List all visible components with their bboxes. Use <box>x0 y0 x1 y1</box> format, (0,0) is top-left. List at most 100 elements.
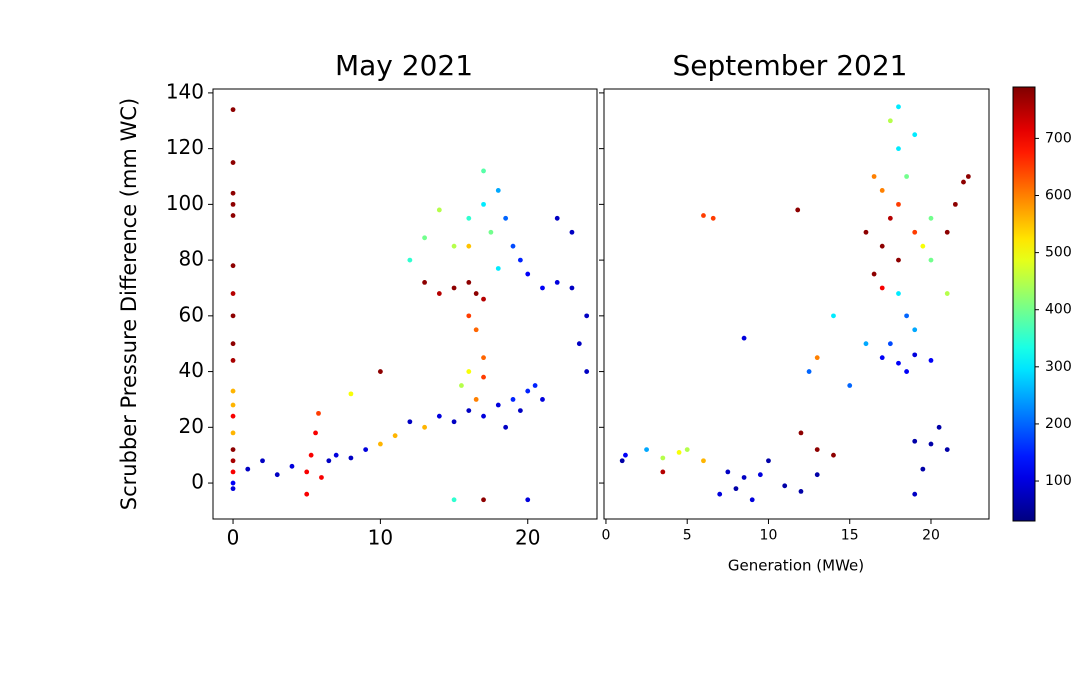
data-point <box>348 455 354 461</box>
data-point <box>316 410 321 416</box>
data-point <box>806 369 812 374</box>
data-point <box>451 497 457 503</box>
data-point <box>481 296 486 302</box>
data-point <box>619 458 625 464</box>
data-point <box>879 285 885 291</box>
data-point <box>473 291 479 296</box>
data-point <box>660 469 666 475</box>
data-point <box>936 424 942 430</box>
data-point <box>944 229 950 235</box>
data-point <box>230 486 236 492</box>
y-tick-label: 80 <box>179 247 204 271</box>
data-point <box>495 266 501 271</box>
data-point <box>481 413 486 419</box>
data-point <box>749 497 755 503</box>
data-point <box>407 419 413 425</box>
data-point <box>554 280 560 285</box>
data-point <box>623 452 628 458</box>
x-tick-label: 0 <box>227 526 240 550</box>
data-point <box>495 188 501 193</box>
data-point <box>422 280 427 285</box>
data-point <box>904 174 910 179</box>
x-tick-label: 20 <box>515 526 540 550</box>
data-point <box>466 408 472 413</box>
data-point <box>451 419 457 425</box>
data-point <box>473 397 479 402</box>
data-point <box>348 391 354 397</box>
data-point <box>230 358 236 363</box>
data-point <box>304 469 310 475</box>
panel-title: September 2021 <box>673 49 908 82</box>
data-point <box>230 469 236 475</box>
data-point <box>230 413 236 419</box>
data-point <box>879 243 885 249</box>
data-point <box>245 466 251 472</box>
data-point <box>831 452 836 458</box>
y-axis-label: Scrubber Pressure Difference (mm WC) <box>117 98 141 510</box>
data-point <box>525 271 531 277</box>
data-point <box>965 174 971 179</box>
data-point <box>554 215 560 221</box>
x-tick-label: 5 <box>683 527 692 543</box>
data-point <box>436 291 442 296</box>
data-point <box>230 388 236 394</box>
data-point <box>725 469 731 475</box>
data-point <box>488 229 494 235</box>
y-tick-label: 60 <box>179 302 204 326</box>
data-point <box>517 408 523 413</box>
colorbar-tick-label: 500 <box>1045 245 1072 261</box>
colorbar-tick-label: 400 <box>1045 302 1072 318</box>
data-point <box>944 447 950 453</box>
data-point <box>798 489 804 494</box>
data-point <box>896 104 901 110</box>
data-point <box>912 132 918 138</box>
colorbar-tick-label: 200 <box>1045 416 1072 432</box>
data-point <box>230 313 236 319</box>
data-point <box>532 383 538 388</box>
data-point <box>481 201 486 207</box>
data-point <box>230 160 236 165</box>
data-point <box>847 383 853 388</box>
data-point <box>517 257 523 263</box>
data-point <box>459 383 464 388</box>
data-point <box>503 215 509 221</box>
data-point <box>230 458 236 464</box>
data-point <box>451 285 457 291</box>
data-point <box>495 402 501 408</box>
data-point <box>304 491 310 497</box>
data-point <box>660 455 666 461</box>
colorbar-tick-label: 100 <box>1045 473 1072 489</box>
data-point <box>584 369 590 374</box>
data-point <box>831 313 836 319</box>
data-point <box>481 168 486 174</box>
data-point <box>871 174 877 179</box>
data-point <box>481 497 486 503</box>
data-point <box>676 449 682 455</box>
data-point <box>274 472 280 478</box>
data-point <box>887 215 893 221</box>
data-point <box>466 243 472 249</box>
data-point <box>230 402 236 408</box>
data-point <box>896 201 901 207</box>
data-point <box>466 280 472 285</box>
data-point <box>308 452 314 458</box>
data-point <box>912 327 918 333</box>
data-point <box>644 447 649 453</box>
data-point <box>912 491 918 497</box>
data-point <box>481 374 486 380</box>
data-point <box>928 441 934 447</box>
data-point <box>230 190 236 196</box>
colorbar-tick-label: 700 <box>1045 130 1072 146</box>
y-tick-label: 0 <box>191 470 204 494</box>
data-point <box>733 486 739 492</box>
data-point <box>863 341 869 347</box>
data-point <box>782 483 788 489</box>
data-point <box>795 207 801 213</box>
data-point <box>928 215 934 221</box>
data-point <box>289 463 295 469</box>
data-point <box>814 472 820 478</box>
data-point <box>912 438 918 444</box>
data-point <box>473 327 479 333</box>
x-tick-label: 15 <box>841 527 859 543</box>
